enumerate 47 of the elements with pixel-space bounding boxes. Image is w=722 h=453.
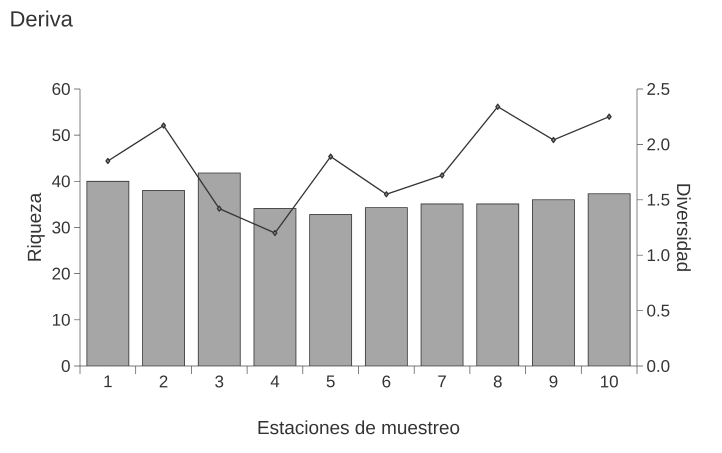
x-axis-title: Estaciones de muestreo bbox=[258, 420, 460, 434]
x-tick-label: 6 bbox=[382, 376, 390, 388]
bar bbox=[198, 172, 241, 366]
y2-tick-label: 1.0 bbox=[648, 249, 670, 262]
point bbox=[495, 104, 500, 110]
bar bbox=[532, 199, 575, 366]
y2-tick-label: 0.0 bbox=[647, 360, 670, 372]
x-tick-label: 7 bbox=[438, 376, 446, 388]
bar bbox=[476, 204, 520, 366]
y2-tick-label: 0.5 bbox=[647, 304, 670, 317]
y-tick-label: 10 bbox=[52, 314, 70, 326]
point bbox=[272, 230, 278, 236]
y2-tick-label: 1.5 bbox=[648, 194, 670, 206]
y-tick-label: 30 bbox=[52, 221, 70, 234]
bar bbox=[364, 207, 408, 366]
bar bbox=[420, 204, 464, 366]
y2-axis-title: Diversidad bbox=[676, 184, 691, 271]
bar bbox=[254, 208, 296, 366]
bar bbox=[142, 190, 185, 366]
x-tick-label: 8 bbox=[494, 376, 502, 388]
point bbox=[105, 158, 110, 164]
x-tick-label: 3 bbox=[215, 376, 224, 388]
point bbox=[216, 206, 222, 212]
x-tick-label: 1 bbox=[104, 376, 112, 388]
y-tick-label: 50 bbox=[52, 129, 70, 142]
point bbox=[161, 122, 166, 129]
bar bbox=[309, 214, 352, 366]
point bbox=[550, 136, 556, 144]
x-tick-label: 4 bbox=[270, 376, 280, 388]
point bbox=[606, 114, 612, 120]
bar bbox=[588, 193, 631, 366]
x-tick-label: 10 bbox=[601, 376, 618, 388]
x-tick-label: 9 bbox=[550, 376, 558, 388]
x-tick-label: 2 bbox=[160, 376, 168, 388]
point bbox=[328, 153, 334, 160]
x-tick-label: 5 bbox=[326, 376, 335, 388]
y-tick-label: 20 bbox=[52, 268, 70, 280]
y2-tick-label: 2.5 bbox=[647, 82, 670, 95]
y-tick-label: 0 bbox=[62, 360, 70, 372]
bar bbox=[86, 180, 130, 366]
y2-tick-label: 2.0 bbox=[647, 138, 670, 150]
y-tick-label: 40 bbox=[52, 175, 70, 188]
point bbox=[384, 191, 389, 198]
point bbox=[440, 172, 445, 179]
y-tick-label: 60 bbox=[52, 82, 70, 95]
chart-title: Deriva bbox=[11, 10, 73, 27]
y-axis-title: Riqueza bbox=[27, 192, 45, 261]
